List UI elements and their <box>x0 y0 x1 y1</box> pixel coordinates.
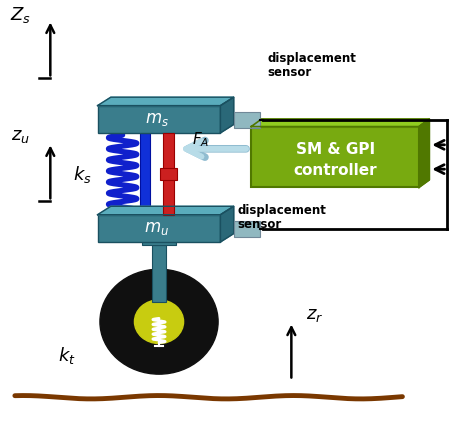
Polygon shape <box>98 206 234 215</box>
Text: $F_A$: $F_A$ <box>192 130 210 149</box>
Circle shape <box>135 300 183 344</box>
FancyBboxPatch shape <box>234 221 260 237</box>
FancyBboxPatch shape <box>98 106 220 133</box>
Text: $Z_s$: $Z_s$ <box>10 5 31 25</box>
Text: sensor: sensor <box>268 67 312 80</box>
FancyBboxPatch shape <box>143 236 175 245</box>
FancyBboxPatch shape <box>140 133 150 215</box>
Text: controller: controller <box>293 163 377 178</box>
Text: $m_u$: $m_u$ <box>144 219 169 237</box>
Text: $k_s$: $k_s$ <box>73 164 91 185</box>
FancyBboxPatch shape <box>234 112 260 128</box>
Polygon shape <box>220 206 234 242</box>
FancyBboxPatch shape <box>251 127 419 187</box>
Text: $k_t$: $k_t$ <box>58 345 76 366</box>
Text: sensor: sensor <box>237 218 281 231</box>
Text: $z_r$: $z_r$ <box>306 306 323 325</box>
Polygon shape <box>220 97 234 133</box>
Text: displacement: displacement <box>237 204 326 217</box>
FancyBboxPatch shape <box>98 215 220 242</box>
Text: displacement: displacement <box>268 52 356 65</box>
Text: SM & GPI: SM & GPI <box>295 142 374 157</box>
FancyBboxPatch shape <box>163 133 174 171</box>
Polygon shape <box>251 119 429 127</box>
FancyBboxPatch shape <box>160 168 177 180</box>
Circle shape <box>100 269 218 374</box>
Text: $m_s$: $m_s$ <box>145 110 169 128</box>
FancyBboxPatch shape <box>163 177 174 215</box>
Polygon shape <box>419 119 429 187</box>
Polygon shape <box>98 97 234 106</box>
Text: $z_u$: $z_u$ <box>11 127 30 145</box>
FancyBboxPatch shape <box>152 245 166 302</box>
